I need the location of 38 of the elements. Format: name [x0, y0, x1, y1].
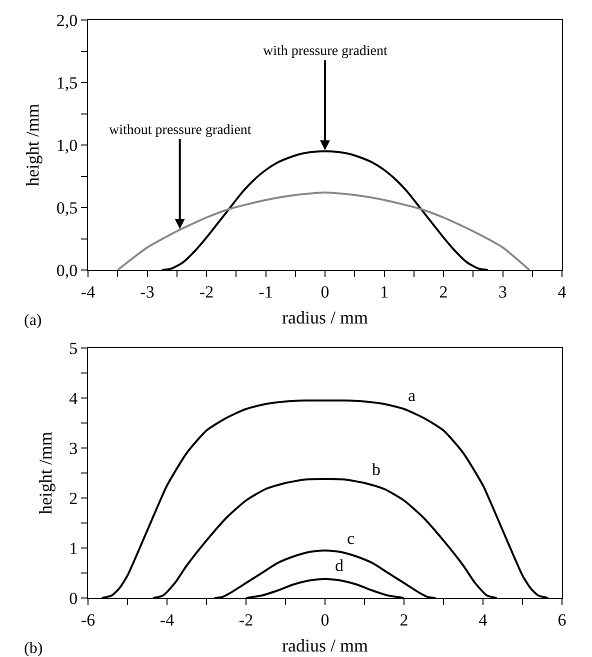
x-tick-label: 6: [558, 610, 566, 630]
y-tick-label: 3: [69, 438, 78, 458]
x-axis-title: radius / mm: [282, 636, 368, 656]
annotation: d: [335, 556, 344, 575]
y-tick-label: 2: [69, 488, 78, 508]
y-tick-label: 2,0: [56, 10, 78, 30]
y-tick-label: 1,5: [56, 73, 78, 92]
x-tick-label: 0: [320, 610, 330, 630]
x-tick-label: -2: [238, 610, 254, 630]
y-tick-label: 1,0: [56, 136, 78, 155]
y-tick-label: 0: [69, 588, 78, 608]
y-tick-label: 0,0: [56, 260, 78, 280]
annotation: c: [347, 529, 355, 548]
x-tick-label: 4: [558, 282, 567, 302]
x-tick-label: 2: [439, 282, 448, 302]
y-axis-title: height /mm: [35, 432, 56, 514]
x-tick-label: -2: [199, 282, 214, 302]
x-tick-label: 4: [478, 610, 488, 630]
x-tick-label: 1: [380, 282, 388, 302]
x-tick-label: 2: [400, 610, 408, 630]
annotation: without pressure gradient: [109, 123, 252, 138]
y-tick-label: 1: [69, 538, 78, 558]
x-tick-label: -1: [258, 282, 273, 302]
y-axis-title: height /mm: [22, 104, 43, 186]
x-tick-label: -3: [140, 282, 154, 302]
x-tick-label: 3: [498, 282, 507, 302]
x-tick-label: -4: [160, 610, 175, 630]
annotation: a: [408, 386, 416, 405]
x-tick-label: -6: [80, 610, 96, 630]
y-tick-label: 5: [69, 338, 78, 358]
annotation: b: [372, 460, 380, 479]
line-series: [116, 192, 530, 270]
annotation: with pressure gradient: [263, 44, 388, 59]
x-tick-label: 0: [320, 282, 330, 302]
y-tick-label: 0,5: [56, 198, 78, 218]
y-tick-label: 4: [69, 388, 78, 408]
x-tick-label: -4: [80, 282, 96, 302]
x-axis-title: radius / mm: [282, 308, 368, 328]
